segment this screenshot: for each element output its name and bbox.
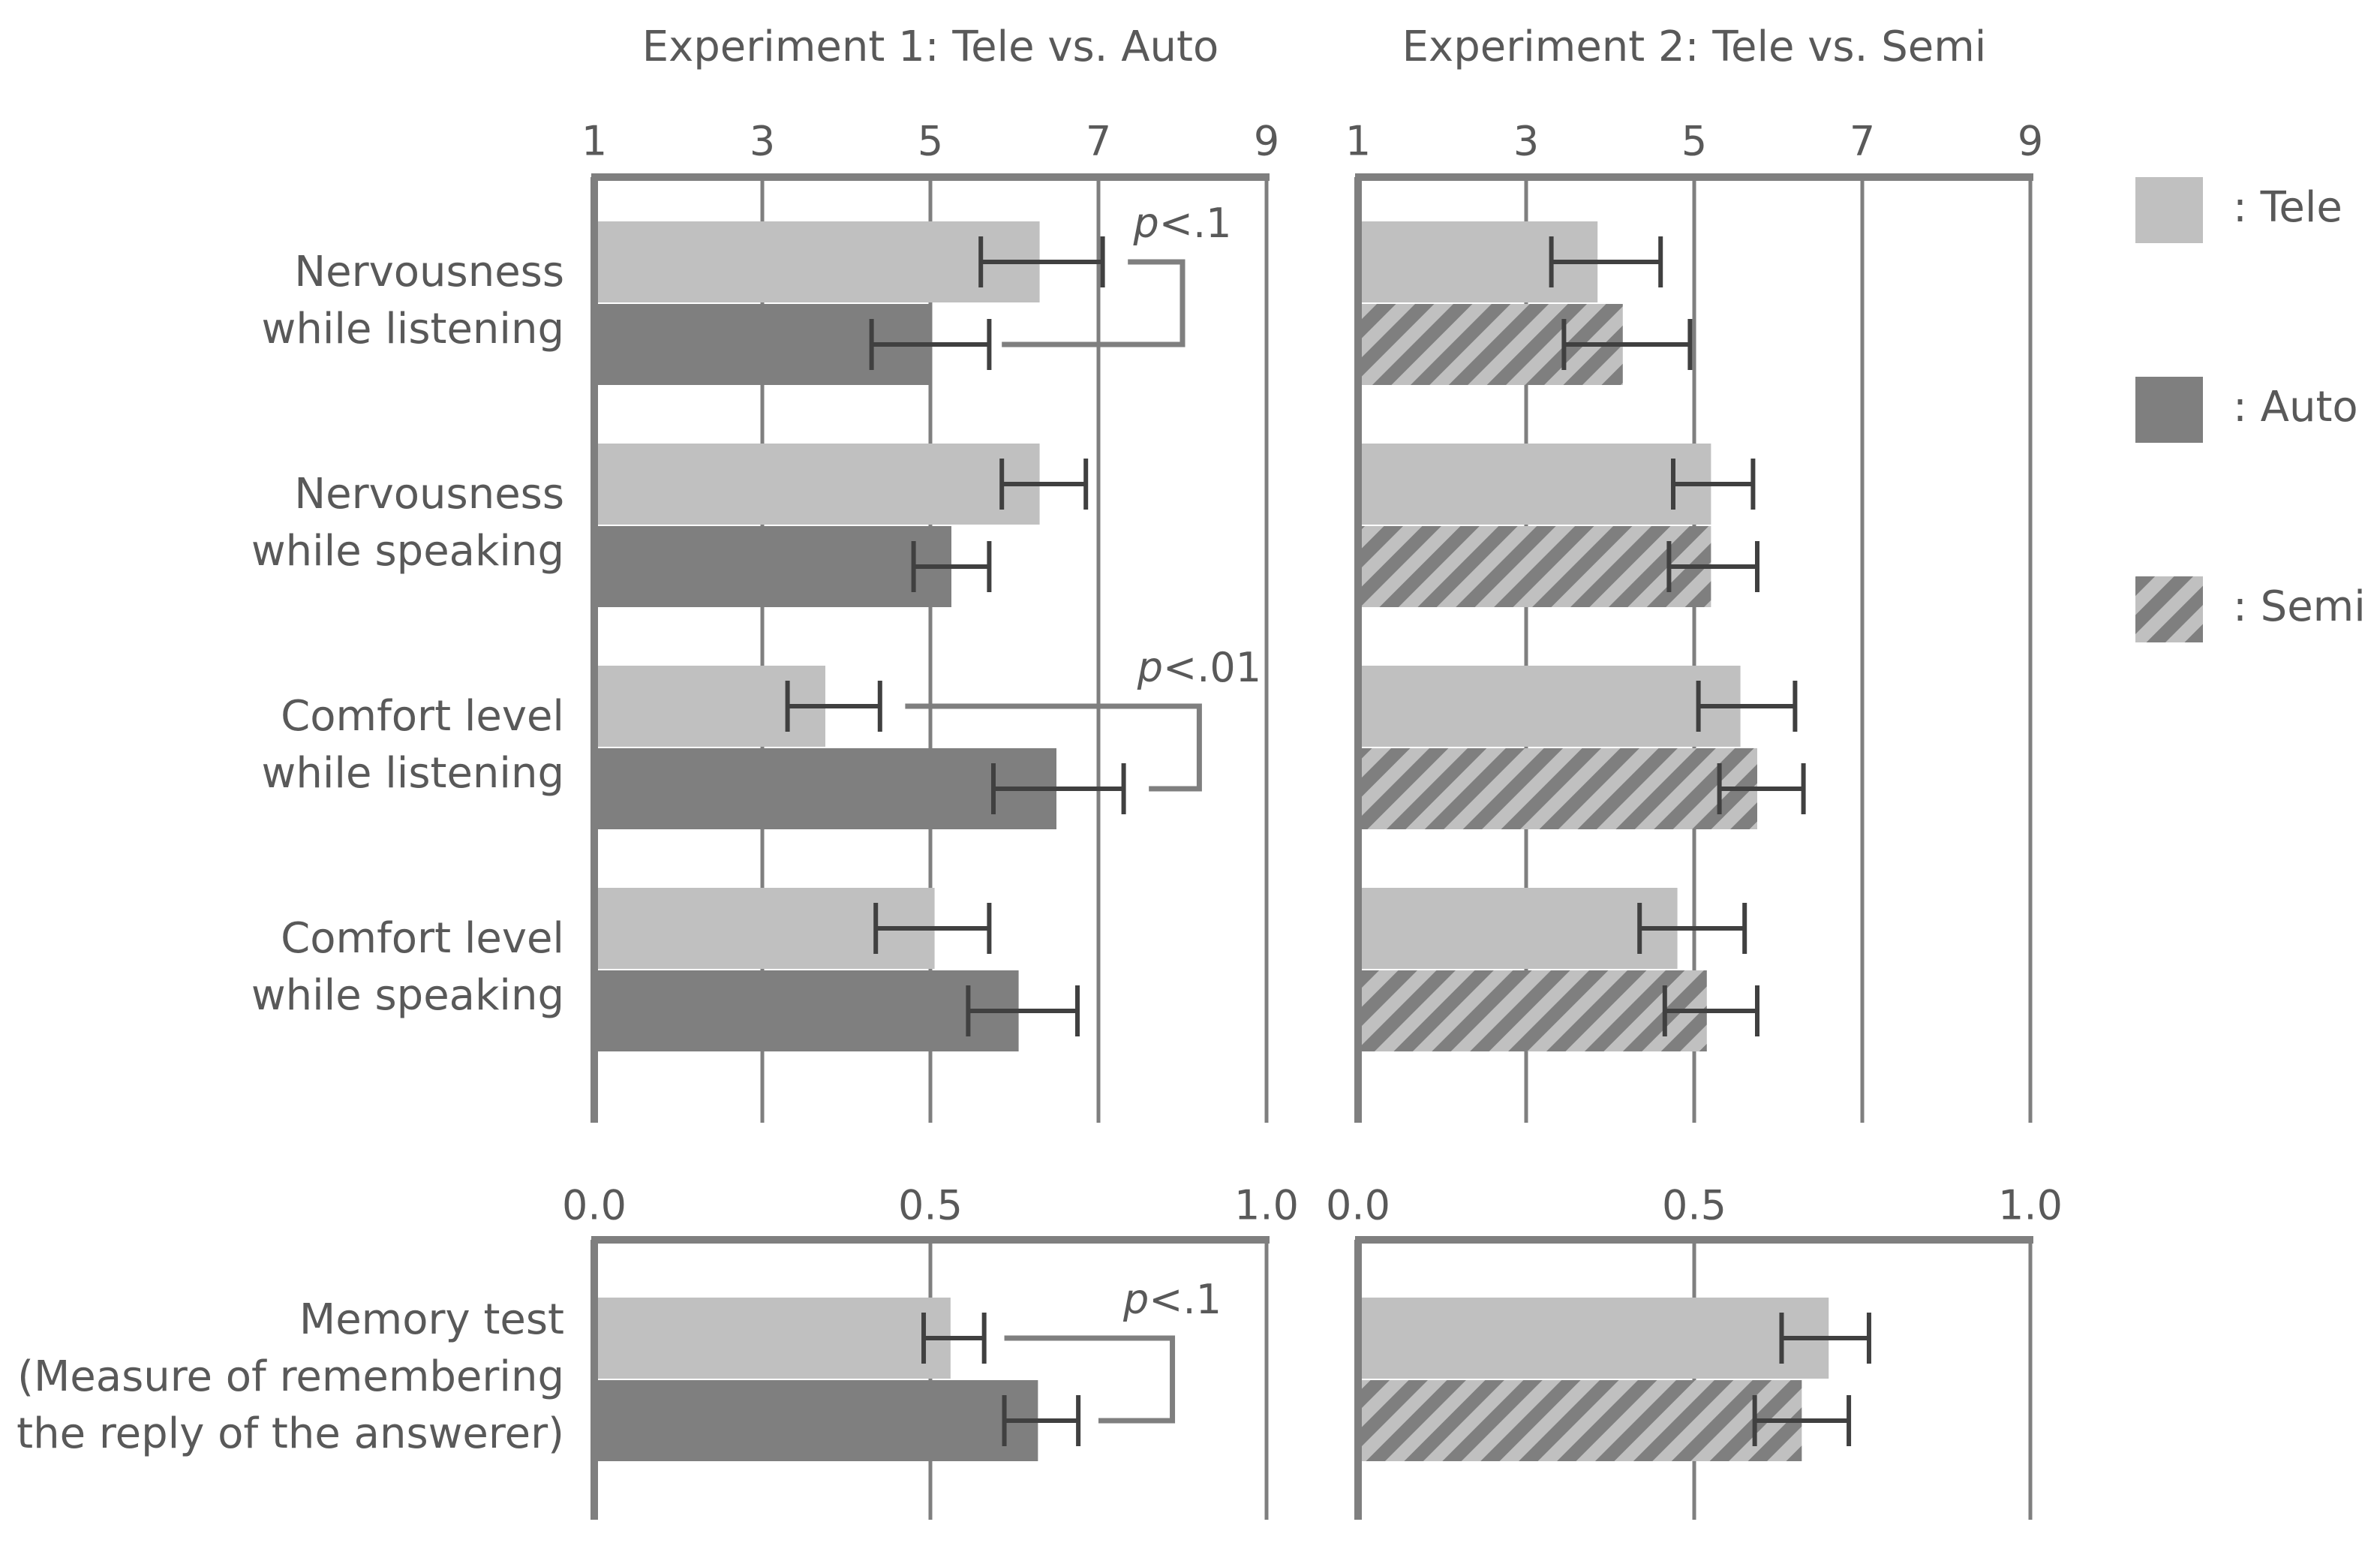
significance-label: p<.1: [1122, 1276, 1222, 1323]
category-label: Nervousness: [294, 470, 564, 519]
tick-label: 5: [1681, 118, 1707, 165]
significance-bracket: [905, 703, 1202, 792]
tick-label: 0.0: [562, 1182, 627, 1229]
bar-tele: [598, 444, 1040, 525]
bar-tele: [1362, 666, 1741, 747]
tick-label: 1: [1345, 118, 1371, 165]
tick-label: 0.0: [1326, 1182, 1390, 1229]
tick-label: 9: [1254, 118, 1279, 165]
panel-title: Experiment 1: Tele vs. Auto: [642, 23, 1219, 71]
significance-bracket: [1004, 1335, 1176, 1424]
bar-semi: [1362, 1380, 1802, 1461]
bar-semi: [1362, 748, 1757, 829]
significance-label: p<.1: [1132, 200, 1231, 247]
category-label: while speaking: [251, 971, 564, 1020]
category-label: Nervousness: [294, 248, 564, 296]
tick-label: 3: [750, 118, 775, 165]
tick-label: 5: [918, 118, 943, 165]
tick-label: 3: [1513, 118, 1539, 165]
tick-label: 1.0: [1234, 1182, 1299, 1229]
category-label: while listening: [262, 749, 564, 798]
bar-tele: [598, 1298, 951, 1379]
category-label: the reply of the answerer): [17, 1409, 564, 1458]
tick-label: 7: [1086, 118, 1111, 165]
category-label: while listening: [262, 305, 564, 353]
tick-label: 9: [2018, 118, 2043, 165]
bar-auto: [598, 748, 1056, 829]
bar-tele: [1362, 444, 1711, 525]
tick-label: 0.5: [1662, 1182, 1726, 1229]
bar-tele: [598, 221, 1040, 302]
category-label: while speaking: [251, 527, 564, 576]
tick-label: 1: [581, 118, 607, 165]
legend-swatch-semi: [2135, 576, 2203, 642]
bar-semi: [1362, 526, 1711, 607]
tick-label: 0.5: [898, 1182, 963, 1229]
significance-bracket: [1002, 259, 1185, 347]
bar-tele: [1362, 888, 1678, 969]
category-label: Comfort level: [281, 914, 564, 963]
legend-swatch-tele: [2135, 177, 2203, 243]
bar-tele: [1362, 1298, 1829, 1379]
bar-auto: [598, 1380, 1038, 1461]
panel-title: Experiment 2: Tele vs. Semi: [1402, 23, 1987, 71]
category-label: (Measure of remembering: [17, 1352, 564, 1401]
category-label: Comfort level: [281, 692, 564, 741]
bar-auto: [598, 970, 1019, 1051]
bar-semi: [1362, 970, 1707, 1051]
category-label: Memory test: [299, 1295, 564, 1344]
tick-label: 7: [1850, 118, 1875, 165]
legend-label: : Tele: [2233, 183, 2342, 232]
legend-label: : Auto: [2233, 383, 2358, 432]
tick-label: 1.0: [1998, 1182, 2063, 1229]
significance-label: p<.01: [1137, 644, 1261, 691]
legend-swatch-auto: [2135, 377, 2203, 443]
bar-auto: [598, 526, 951, 607]
legend-label: : Semi: [2233, 582, 2366, 631]
